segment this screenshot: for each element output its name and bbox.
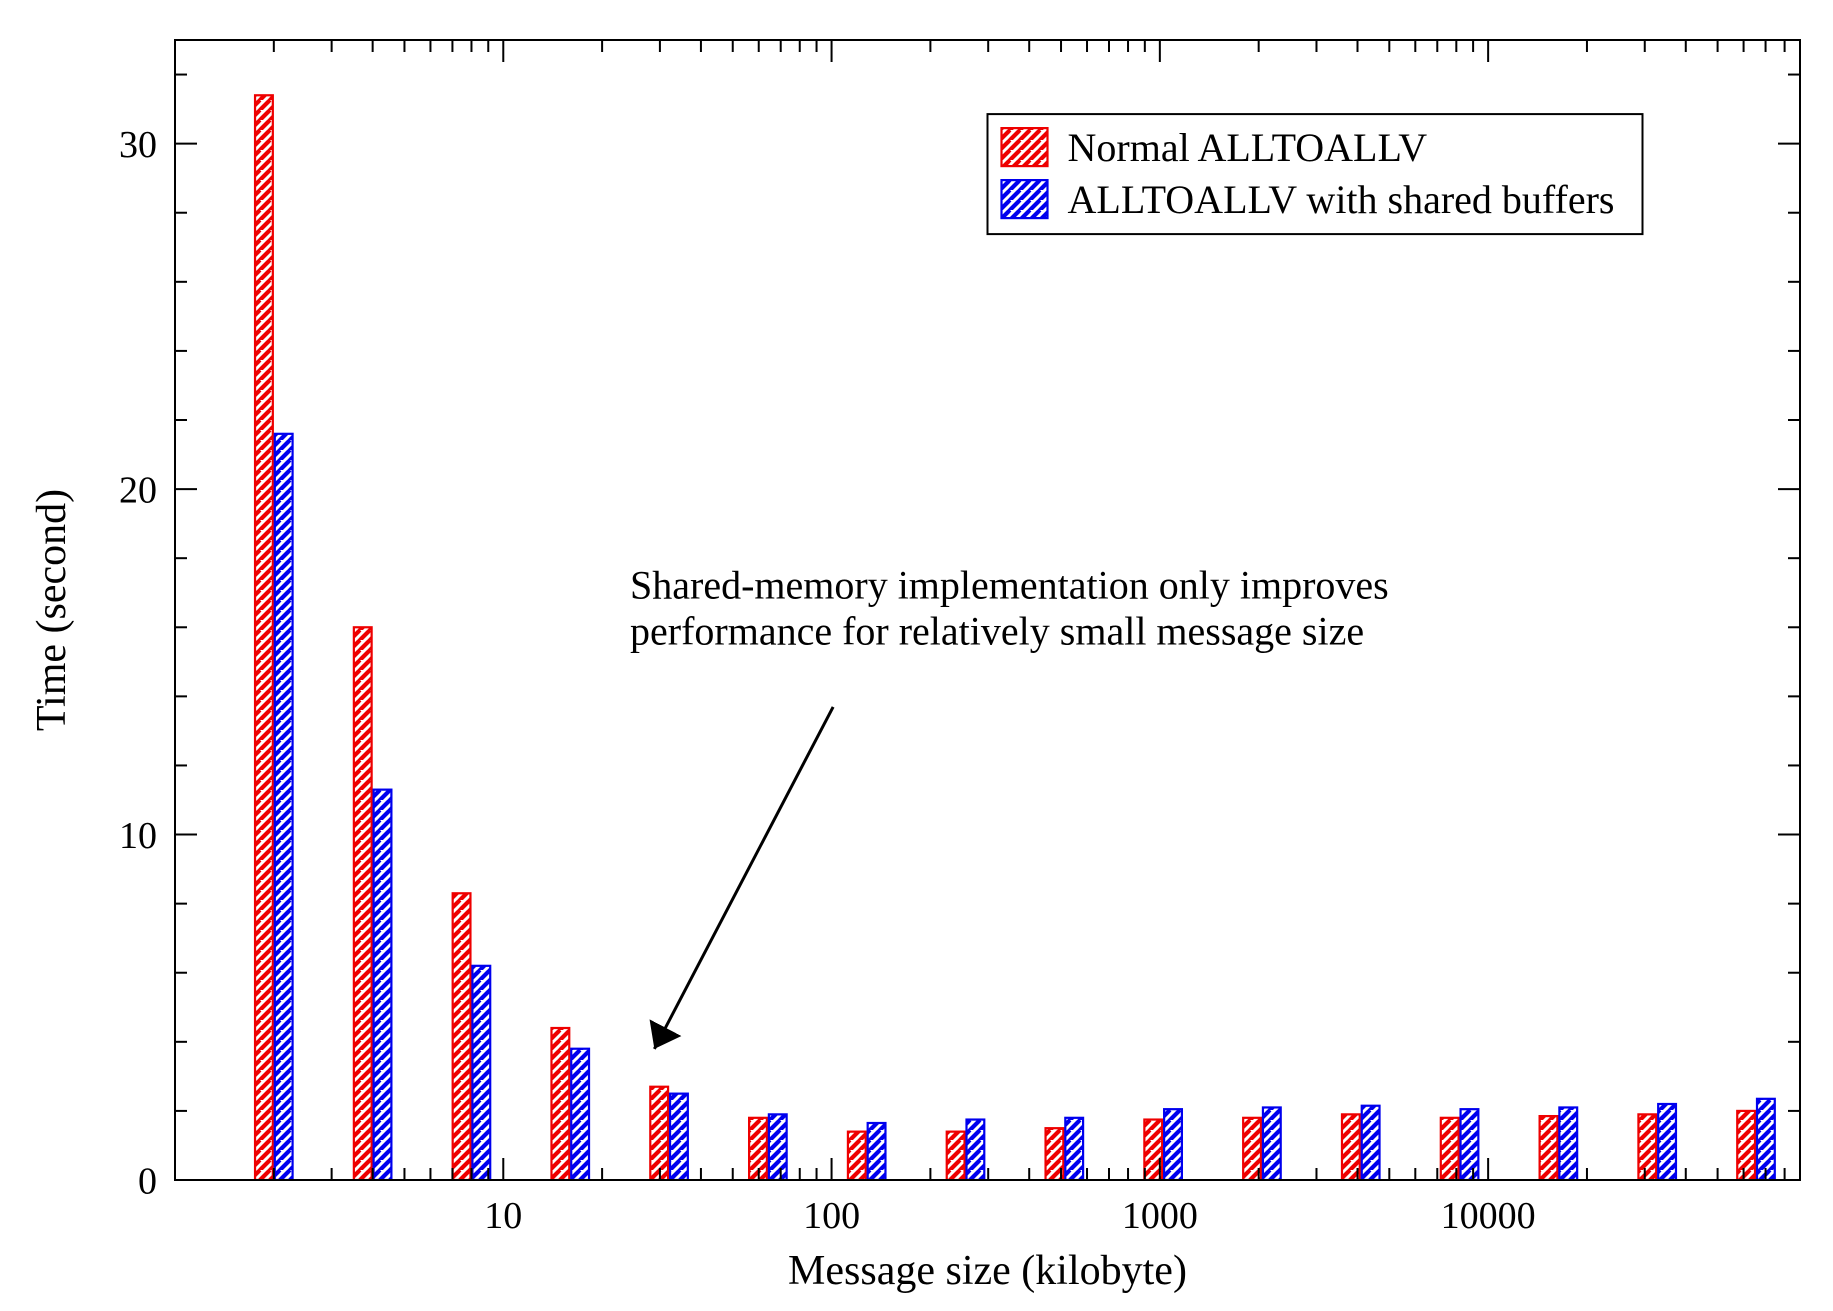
x-tick-label: 10 bbox=[484, 1195, 522, 1237]
bar-shared bbox=[1559, 1107, 1577, 1180]
bar-shared bbox=[571, 1049, 589, 1180]
bar-normal bbox=[354, 627, 372, 1180]
legend-label: Normal ALLTOALLV bbox=[1068, 125, 1428, 170]
bar-normal bbox=[848, 1132, 866, 1180]
y-tick-label: 10 bbox=[119, 815, 157, 857]
bar-shared bbox=[1164, 1109, 1182, 1180]
x-axis-label: Message size (kilobyte) bbox=[788, 1248, 1187, 1294]
legend-swatch bbox=[1002, 180, 1048, 218]
bar-shared bbox=[472, 966, 490, 1180]
legend: Normal ALLTOALLV ALLTOALLV with shared bu… bbox=[988, 114, 1643, 234]
bar-normal bbox=[650, 1087, 668, 1180]
y-axis-label: Time (second) bbox=[29, 489, 75, 731]
annotation-text-line: performance for relatively small message… bbox=[630, 609, 1364, 654]
bar-shared bbox=[966, 1120, 984, 1180]
bar-shared bbox=[868, 1123, 886, 1180]
bar-normal bbox=[551, 1028, 569, 1180]
bar-shared bbox=[1461, 1109, 1479, 1180]
alltoallv-bar-chart: 0 10 20 30 10 100 1000 10000 Message size (kilob… bbox=[0, 0, 1833, 1311]
x-tick-label: 10000 bbox=[1441, 1195, 1536, 1237]
bar-normal bbox=[1638, 1114, 1656, 1180]
y-tick-label: 20 bbox=[119, 469, 157, 511]
y-tick-label: 30 bbox=[119, 124, 157, 166]
bar-shared bbox=[670, 1094, 688, 1180]
bar-normal bbox=[1540, 1116, 1558, 1180]
bar-shared bbox=[1065, 1118, 1083, 1180]
bar-shared bbox=[1263, 1107, 1281, 1180]
annotation-text-line: Shared-memory implementation only improv… bbox=[630, 563, 1389, 608]
legend-swatch bbox=[1002, 128, 1048, 166]
y-tick-label: 0 bbox=[138, 1160, 157, 1202]
bar-shared bbox=[374, 790, 392, 1180]
bar-shared bbox=[1362, 1106, 1380, 1180]
bar-normal bbox=[255, 95, 273, 1180]
bar-shared bbox=[275, 434, 293, 1180]
chart-container: 0 10 20 30 10 100 1000 10000 Message size (kilob… bbox=[0, 0, 1833, 1311]
bar-shared bbox=[769, 1114, 787, 1180]
x-tick-label: 100 bbox=[803, 1195, 860, 1237]
bar-normal bbox=[1737, 1111, 1755, 1180]
x-tick-label: 1000 bbox=[1122, 1195, 1198, 1237]
bar-shared bbox=[1757, 1099, 1775, 1180]
bar-shared bbox=[1658, 1104, 1676, 1180]
bar-normal bbox=[947, 1132, 965, 1180]
bar-normal bbox=[453, 893, 471, 1180]
legend-label: ALLTOALLV with shared buffers bbox=[1068, 177, 1615, 222]
